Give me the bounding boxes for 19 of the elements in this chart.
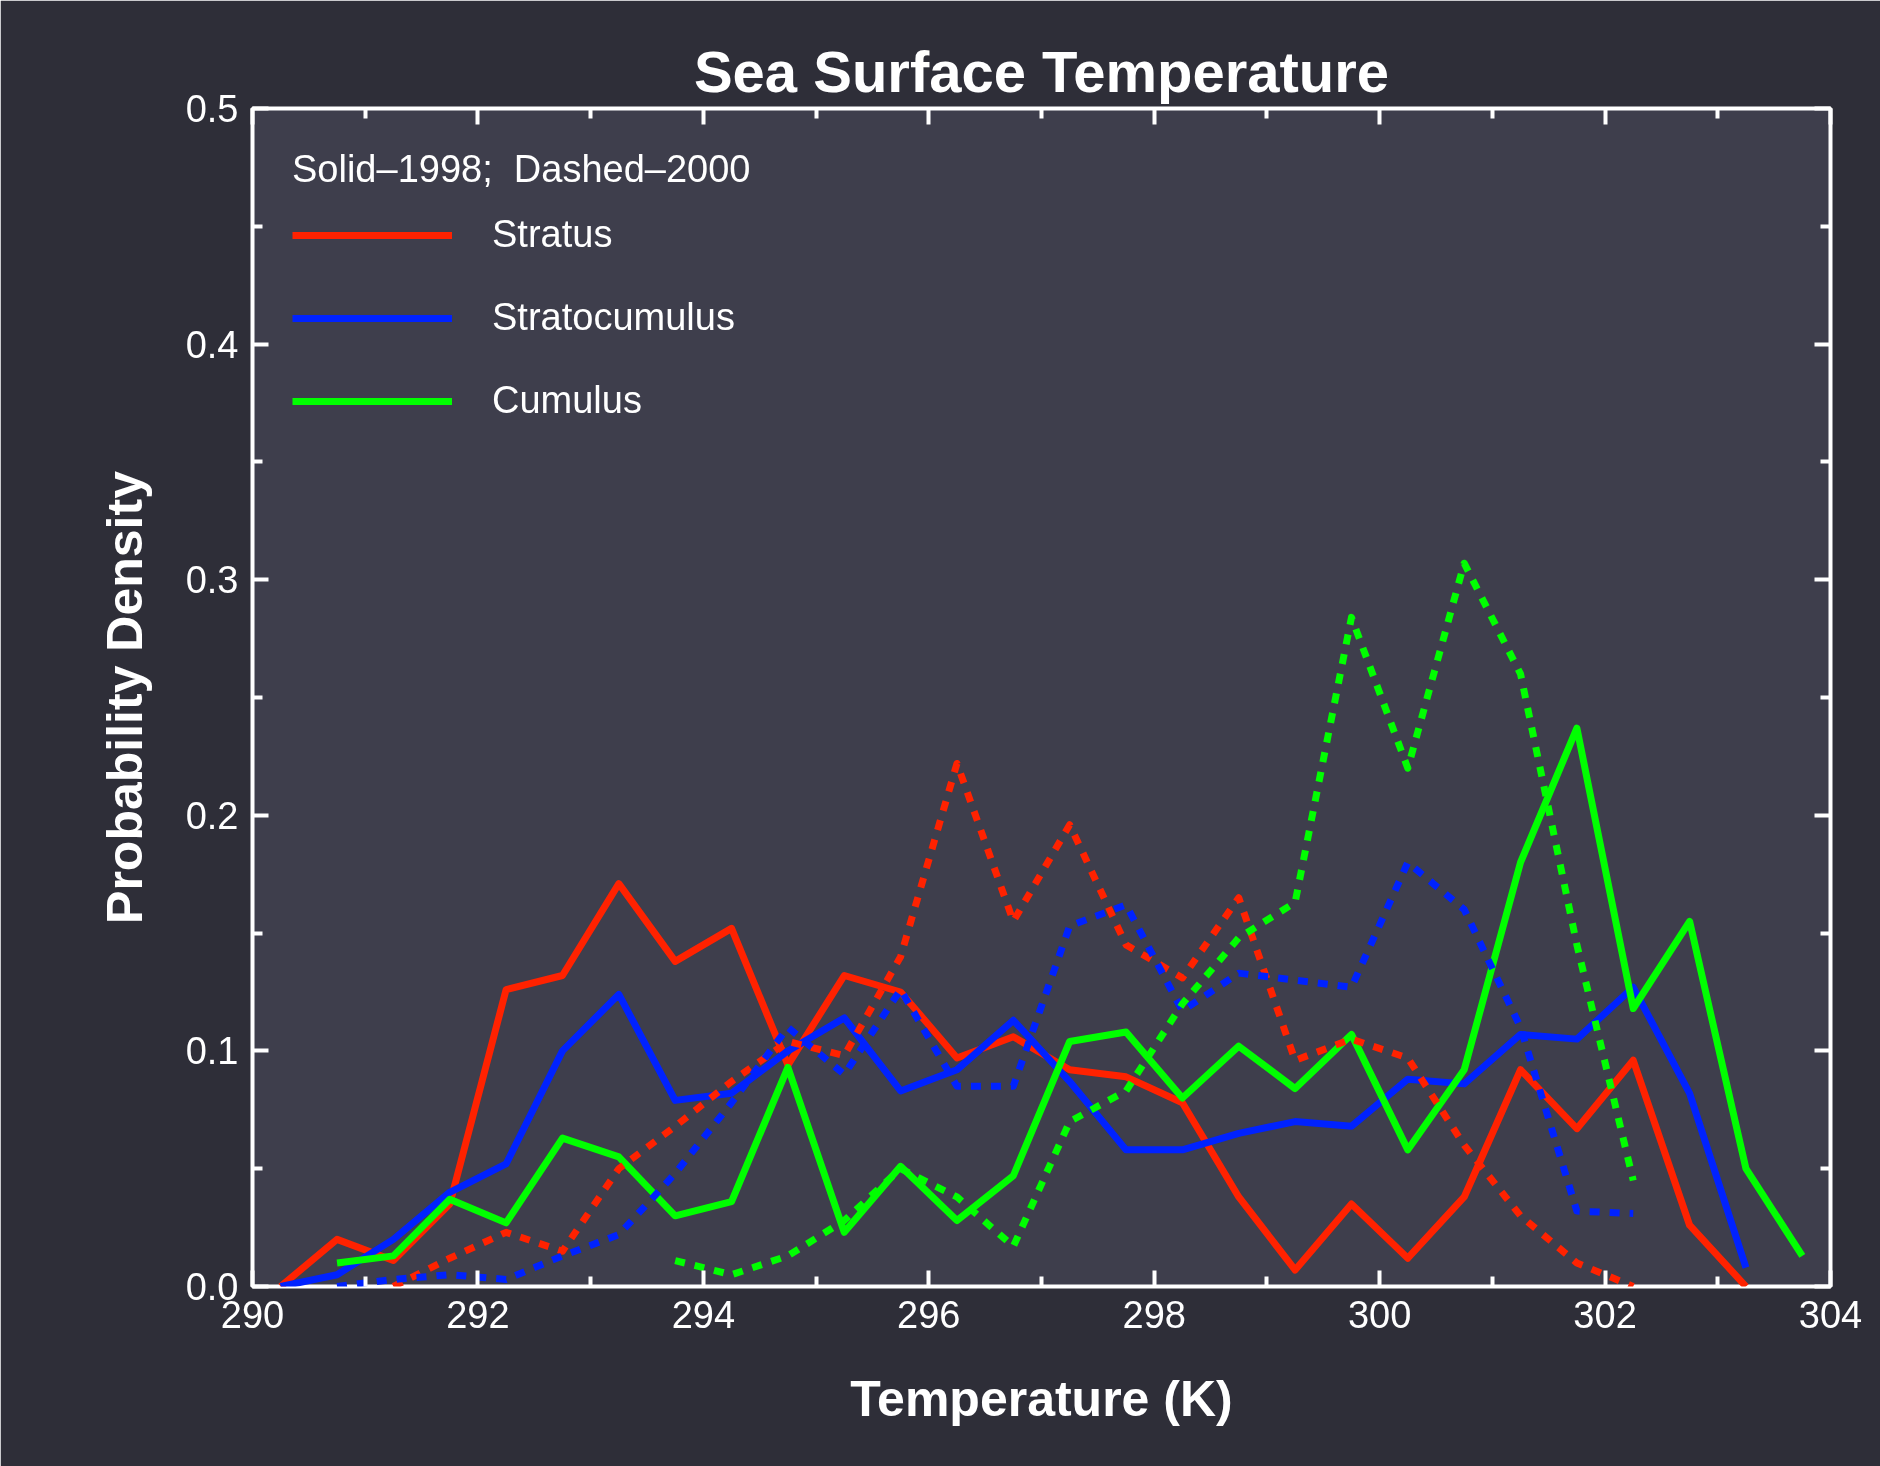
legend-label: Stratus [492,213,613,256]
legend-label: Cumulus [492,379,642,422]
y-tick-label: 0.4 [185,323,239,366]
x-tick-label: 292 [446,1293,510,1336]
x-tick-label: 302 [1573,1293,1637,1336]
x-tick-label: 300 [1347,1293,1412,1336]
legend-label: Stratocumulus [492,296,735,339]
x-tick-label: 296 [897,1293,961,1336]
y-tick-label: 0.2 [185,794,239,837]
legend-title: Solid–1998; Dashed–2000 [292,148,751,191]
x-axis-title: Temperature (K) [850,1370,1233,1427]
y-tick-label: 0.5 [185,88,239,130]
y-tick-label: 0.1 [185,1030,239,1073]
chart-title: Sea Surface Temperature [693,38,1390,104]
x-tick-label: 298 [1122,1293,1186,1336]
y-axis-title: Probability Density [96,470,153,924]
x-tick-label: 294 [671,1293,736,1336]
y-tick-label: 0.3 [185,559,239,602]
x-tick-label: 304 [1798,1293,1863,1336]
